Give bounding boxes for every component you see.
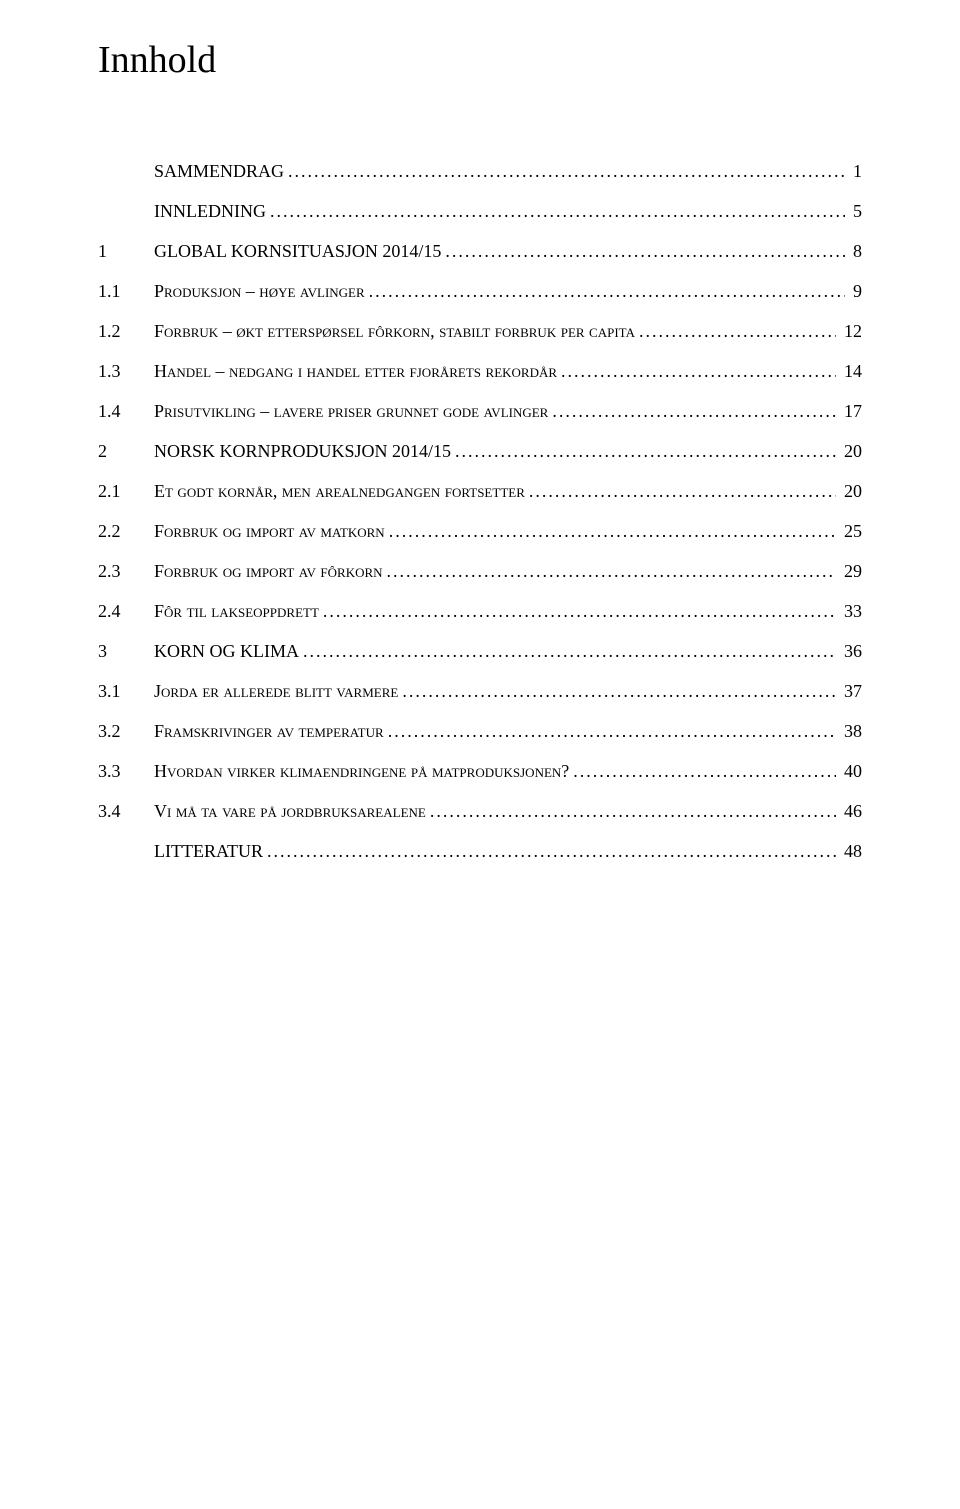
toc-row: 2NORSK KORNPRODUKSJON 2014/15 20 [98, 442, 862, 460]
toc-page: 5 [849, 202, 862, 220]
toc-label: SAMMENDRAG [154, 162, 284, 180]
toc-number: 2.1 [98, 482, 154, 500]
toc-page: 12 [840, 322, 862, 340]
toc-label: Jorda er allerede blitt varmere [154, 682, 398, 700]
toc-leader [430, 802, 836, 820]
toc-leader [573, 762, 836, 780]
toc-row: 1.3Handel – nedgang i handel etter fjorå… [98, 362, 862, 380]
toc-leader [303, 642, 836, 660]
toc-number: 3.3 [98, 762, 154, 780]
toc-number: 3 [98, 642, 154, 660]
toc-page: 36 [840, 642, 862, 660]
toc-row: 2.4Fôr til lakseoppdrett 33 [98, 602, 862, 620]
table-of-contents: SAMMENDRAG1INNLEDNING51GLOBAL KORNSITUAS… [98, 162, 862, 860]
toc-label: Framskrivinger av temperatur [154, 722, 384, 740]
toc-page: 38 [840, 722, 862, 740]
toc-row: 3.1Jorda er allerede blitt varmere 37 [98, 682, 862, 700]
toc-leader [388, 722, 836, 740]
toc-page: 17 [840, 402, 862, 420]
toc-label: Et godt kornår, men arealnedgangen forts… [154, 482, 525, 500]
toc-page: 9 [849, 282, 862, 300]
toc-page: 33 [840, 602, 862, 620]
toc-leader [561, 362, 836, 380]
toc-leader [552, 402, 836, 420]
toc-row: 1GLOBAL KORNSITUASJON 2014/15 8 [98, 242, 862, 260]
toc-number: 1.1 [98, 282, 154, 300]
toc-number: 2.2 [98, 522, 154, 540]
toc-leader [270, 202, 845, 220]
toc-page: 37 [840, 682, 862, 700]
toc-number: 1 [98, 242, 154, 260]
toc-page: 46 [840, 802, 862, 820]
toc-number: 2.4 [98, 602, 154, 620]
toc-leader [445, 242, 845, 260]
toc-leader [529, 482, 836, 500]
toc-number: 3.4 [98, 802, 154, 820]
toc-row: INNLEDNING 5 [98, 202, 862, 220]
toc-label: KORN OG KLIMA [154, 642, 299, 660]
toc-number: 1.3 [98, 362, 154, 380]
toc-page: 20 [840, 442, 862, 460]
toc-leader [389, 522, 836, 540]
toc-number: 2 [98, 442, 154, 460]
toc-number: 3.1 [98, 682, 154, 700]
toc-page: 40 [840, 762, 862, 780]
toc-leader [387, 562, 836, 580]
toc-leader [455, 442, 836, 460]
page-title: Innhold [98, 38, 862, 82]
toc-row: 3.4Vi må ta vare på jordbruksarealene 46 [98, 802, 862, 820]
toc-leader [639, 322, 836, 340]
toc-label: GLOBAL KORNSITUASJON 2014/15 [154, 242, 441, 260]
toc-page: 1 [849, 162, 862, 180]
toc-leader [288, 162, 845, 180]
toc-label: Vi må ta vare på jordbruksarealene [154, 802, 426, 820]
toc-label: Fôr til lakseoppdrett [154, 602, 319, 620]
toc-row: 3.2Framskrivinger av temperatur 38 [98, 722, 862, 740]
toc-page: 8 [849, 242, 862, 260]
toc-page: 20 [840, 482, 862, 500]
toc-leader [402, 682, 836, 700]
toc-label: Forbruk og import av matkorn [154, 522, 385, 540]
toc-leader [369, 282, 845, 300]
toc-page: 14 [840, 362, 862, 380]
toc-page: 25 [840, 522, 862, 540]
toc-number: 3.2 [98, 722, 154, 740]
toc-row: LITTERATUR 48 [98, 842, 862, 860]
toc-label: Forbruk – økt etterspørsel fôrkorn, stab… [154, 322, 635, 340]
toc-label: Forbruk og import av fôrkorn [154, 562, 383, 580]
toc-label: Handel – nedgang i handel etter fjoråret… [154, 362, 557, 380]
toc-row: 1.1Produksjon – høye avlinger 9 [98, 282, 862, 300]
toc-leader [267, 842, 836, 860]
toc-label: Produksjon – høye avlinger [154, 282, 365, 300]
toc-page: 29 [840, 562, 862, 580]
toc-label: NORSK KORNPRODUKSJON 2014/15 [154, 442, 451, 460]
toc-leader [323, 602, 836, 620]
toc-number: 1.4 [98, 402, 154, 420]
toc-row: 3.3Hvordan virker klimaendringene på mat… [98, 762, 862, 780]
toc-label: Hvordan virker klimaendringene på matpro… [154, 762, 569, 780]
toc-row: SAMMENDRAG 1 [98, 162, 862, 180]
toc-row: 2.1Et godt kornår, men arealnedgangen fo… [98, 482, 862, 500]
toc-label: Prisutvikling – lavere priser grunnet go… [154, 402, 548, 420]
toc-row: 2.3Forbruk og import av fôrkorn 29 [98, 562, 862, 580]
toc-label: INNLEDNING [154, 202, 266, 220]
toc-row: 1.2Forbruk – økt etterspørsel fôrkorn, s… [98, 322, 862, 340]
toc-page: 48 [840, 842, 862, 860]
toc-row: 3KORN OG KLIMA 36 [98, 642, 862, 660]
toc-number: 1.2 [98, 322, 154, 340]
toc-number: 2.3 [98, 562, 154, 580]
toc-row: 1.4Prisutvikling – lavere priser grunnet… [98, 402, 862, 420]
toc-label: LITTERATUR [154, 842, 263, 860]
toc-row: 2.2Forbruk og import av matkorn 25 [98, 522, 862, 540]
